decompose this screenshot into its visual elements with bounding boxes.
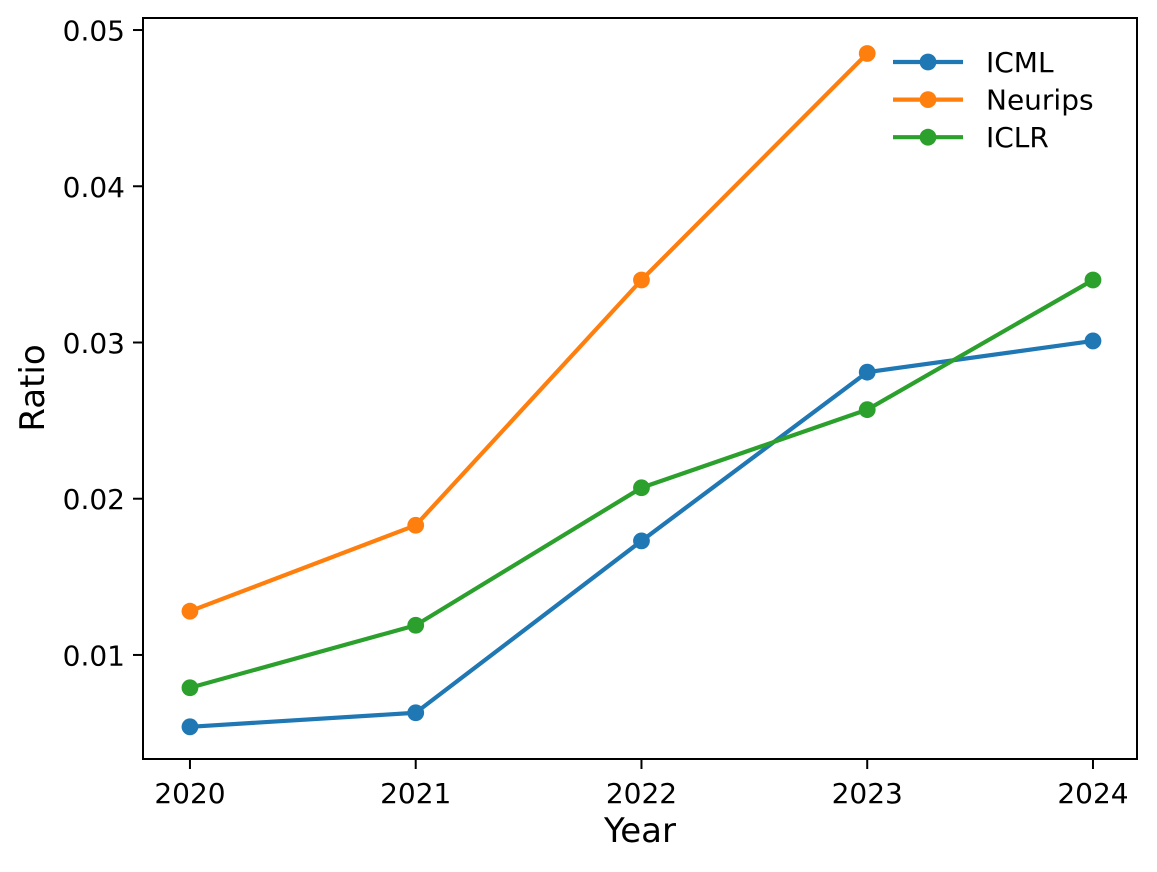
legend-marker-iclr xyxy=(919,128,937,146)
series-marker-icml xyxy=(181,718,199,736)
legend-label-icml: ICML xyxy=(986,46,1054,79)
legend-marker-neurips xyxy=(919,91,937,108)
x-tick-label: 2023 xyxy=(832,777,903,810)
x-tick-label: 2020 xyxy=(154,777,225,810)
series-marker-neurips xyxy=(633,271,650,289)
x-tick-label: 2021 xyxy=(380,777,451,810)
series-marker-icml xyxy=(407,704,425,722)
y-tick-label: 0.03 xyxy=(63,327,125,360)
y-axis-label: Ratio xyxy=(13,344,53,432)
legend-marker-icml xyxy=(919,53,937,71)
y-tick-label: 0.04 xyxy=(63,171,125,204)
series-marker-iclr xyxy=(1084,271,1102,289)
y-tick-label: 0.05 xyxy=(63,15,125,48)
y-tick-label: 0.01 xyxy=(63,639,125,672)
y-tick-label: 0.02 xyxy=(63,483,125,516)
series-marker-iclr xyxy=(858,401,876,419)
series-marker-neurips xyxy=(858,45,876,62)
series-marker-icml xyxy=(858,363,876,381)
legend-label-neurips: Neurips xyxy=(986,84,1094,117)
legend-label-iclr: ICLR xyxy=(986,121,1049,154)
x-tick-label: 2022 xyxy=(606,777,677,810)
series-marker-iclr xyxy=(633,479,650,497)
series-marker-iclr xyxy=(407,616,425,634)
x-axis-label: Year xyxy=(604,811,676,851)
series-marker-neurips xyxy=(407,516,425,534)
series-line-neurips xyxy=(189,51,869,614)
series-marker-iclr xyxy=(181,679,199,697)
series-marker-icml xyxy=(1084,332,1102,350)
series-marker-neurips xyxy=(181,602,199,620)
x-tick-label: 2024 xyxy=(1057,777,1128,810)
axes-spines xyxy=(142,17,1138,760)
series-marker-icml xyxy=(633,532,650,550)
